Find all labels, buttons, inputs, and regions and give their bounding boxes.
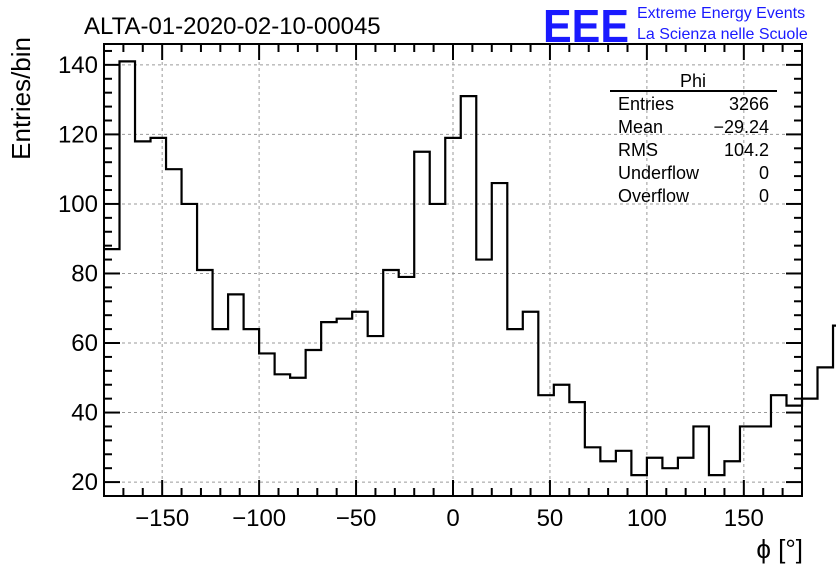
stats-value: 3266 [729,94,769,114]
x-tick-label: −50 [336,505,377,532]
y-tick-label: 100 [58,191,98,218]
y-tick-label: 120 [58,121,98,148]
axis-ticks [104,44,802,496]
histogram-line [104,60,836,477]
y-tick-label: 40 [71,400,98,427]
stats-label: Underflow [618,163,700,183]
stats-label: RMS [618,140,658,160]
x-tick-labels: −150 −100 −50 0 50 100 150 [135,505,764,532]
stats-name: Phi [680,71,706,91]
x-tick-label: 150 [724,505,764,532]
logo-line-2: La Scienza nelle Scuole [637,26,808,43]
stats-value: 0 [759,186,769,206]
x-tick-label: 0 [446,505,459,532]
y-axis-title: Entries/bin [6,37,36,160]
x-tick-label: −150 [135,505,189,532]
chart-title: ALTA-01-2020-02-10-00045 [84,13,381,40]
y-tick-label: 140 [58,52,98,79]
stats-label: Entries [618,94,674,114]
x-tick-label: 100 [627,505,667,532]
y-tick-label: 80 [71,260,98,287]
eee-logo: EEE Extreme Energy Events La Scienza nel… [543,0,808,52]
x-tick-label: 50 [537,505,564,532]
stats-label: Overflow [618,186,690,206]
stats-box: Phi Entries 3266 Mean −29.24 RMS 104.2 Underfl… [610,71,777,206]
y-tick-labels: 20 40 60 80 100 120 140 [58,52,98,496]
x-tick-label: −100 [232,505,286,532]
stats-value: 104.2 [724,140,769,160]
stats-value: −29.24 [713,117,769,137]
stats-rows: Entries 3266 Mean −29.24 RMS 104.2 Underflow 0 O… [618,94,769,206]
stats-value: 0 [759,163,769,183]
x-axis-title: ϕ [°] [756,534,803,564]
logo-line-1: Extreme Energy Events [637,5,805,22]
y-tick-label: 60 [71,330,98,357]
grid-lines [104,44,802,496]
plot-frame [103,43,803,497]
y-tick-label: 20 [71,469,98,496]
stats-label: Mean [618,117,663,137]
